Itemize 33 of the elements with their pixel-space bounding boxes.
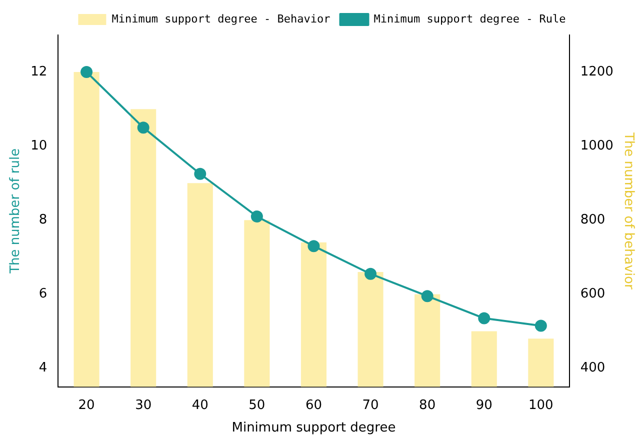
x-tick-label: 30 [135, 398, 152, 413]
x-axis-title: Minimum support degree [232, 420, 396, 436]
point [250, 210, 263, 222]
y2-tick-label: 800 [580, 212, 606, 228]
y2-tick-label: 1200 [580, 64, 614, 80]
x-tick-label: 80 [419, 398, 436, 413]
y2-axis-title: The number of behavior [620, 131, 636, 290]
point [421, 290, 434, 302]
x-tick-label: 50 [248, 398, 266, 413]
y2-tick-label: 600 [580, 286, 606, 302]
x-tick-label: 90 [476, 398, 492, 413]
legend-label: Minimum support degree - Behavior [112, 12, 331, 26]
y-tick-label: 10 [30, 138, 48, 154]
point [534, 320, 547, 332]
legend-label: Minimum support degree - Rule [374, 12, 566, 26]
point [478, 312, 490, 324]
point [137, 122, 150, 134]
x-tick-label: 100 [528, 398, 554, 413]
x-tick-label: 20 [78, 398, 95, 413]
x-tick-label: 60 [305, 398, 322, 413]
y-tick-label: 6 [38, 286, 48, 302]
x-tick-label: 70 [362, 398, 379, 413]
y2-tick-label: 400 [580, 360, 606, 376]
y-tick-label: 12 [30, 64, 48, 80]
y-axis-title: The number of rule [8, 148, 24, 274]
point [364, 268, 377, 280]
y2-tick-label: 1000 [580, 138, 614, 154]
point [80, 66, 93, 78]
y-tick-label: 4 [38, 360, 48, 376]
point [308, 240, 320, 252]
point [194, 168, 206, 180]
y-tick-label: 8 [38, 212, 48, 228]
x-tick-label: 40 [192, 398, 208, 413]
